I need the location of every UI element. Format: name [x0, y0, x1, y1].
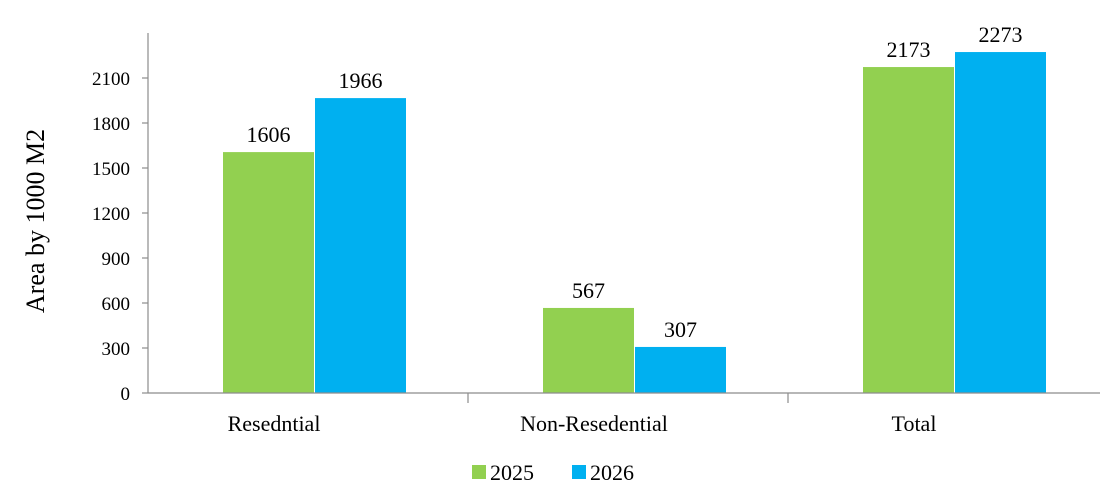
- bars: [223, 52, 1046, 394]
- y-tick-label: 900: [102, 249, 131, 270]
- legend-swatch: [472, 465, 486, 479]
- legend: 2025 2026: [472, 460, 634, 485]
- y-tick-label: 1500: [92, 159, 130, 180]
- bar-2025: [543, 307, 634, 393]
- bar-2025: [863, 67, 954, 394]
- bar-2026: [635, 346, 726, 393]
- category-label: Resedntial: [228, 411, 321, 436]
- data-label: 567: [572, 278, 605, 303]
- data-label: 1606: [247, 122, 291, 147]
- category-label: Non-Resedential: [520, 411, 668, 436]
- category-label: Total: [892, 411, 937, 436]
- y-tick-label: 1200: [92, 204, 130, 225]
- data-labels: 1606 1966 567 307 2173 2273: [247, 22, 1023, 342]
- x-axis-labels: Resedntial Non-Resedential Total: [228, 411, 937, 436]
- legend-label: 2025: [490, 460, 534, 485]
- y-tick-label: 300: [102, 339, 131, 360]
- x-axis-ticks: [467, 393, 789, 403]
- bar-2026: [955, 52, 1046, 394]
- legend-label: 2026: [590, 460, 634, 485]
- data-label: 2173: [887, 37, 931, 62]
- y-tick-label: 0: [121, 384, 131, 405]
- data-label: 2273: [979, 22, 1023, 47]
- y-tick-label: 1800: [92, 114, 130, 135]
- bar-2025: [223, 152, 314, 393]
- y-axis-title: Area by 1000 M2: [21, 129, 50, 313]
- legend-swatch: [572, 465, 586, 479]
- data-label: 307: [664, 317, 697, 342]
- y-tick-label: 2100: [92, 69, 130, 90]
- y-tick-label: 600: [102, 294, 131, 315]
- data-label: 1966: [339, 68, 383, 93]
- y-axis-ticks: 0 300 600 900 1200 1500 1800 2100: [92, 69, 148, 405]
- bar-2026: [315, 98, 406, 393]
